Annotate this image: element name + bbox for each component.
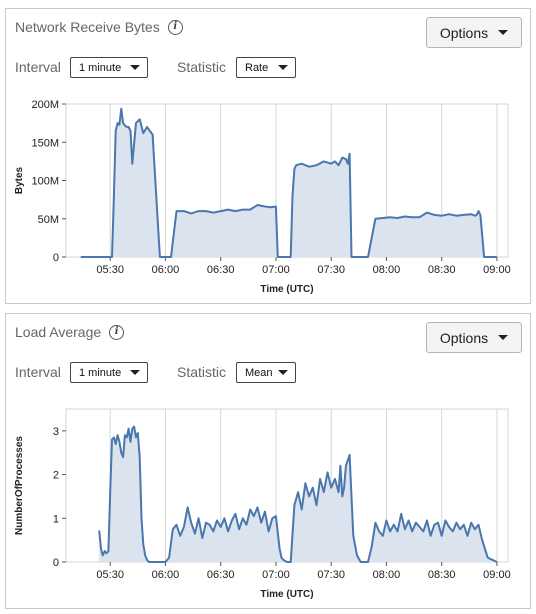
load-average-panel: Load Average i Options Interval 1 minute… (5, 313, 531, 609)
x-tick-label: 07:00 (262, 264, 290, 276)
x-axis-title: Time (UTC) (260, 284, 313, 295)
x-tick-label: 05:30 (96, 569, 124, 581)
series-line (98, 425, 498, 563)
statistic-select[interactable]: Mean (236, 362, 296, 383)
y-tick-label: 50M (38, 214, 59, 226)
panel-title-text: Network Receive Bytes (15, 19, 160, 35)
x-tick-label: 09:00 (483, 264, 511, 276)
x-tick-label: 06:30 (207, 264, 235, 276)
x-tick-label: 07:30 (317, 264, 345, 276)
y-tick-label: 200M (31, 99, 59, 111)
options-button[interactable]: Options (426, 322, 522, 353)
info-icon[interactable]: i (109, 324, 125, 340)
interval-value: 1 minute (79, 61, 122, 74)
y-tick-label: 100M (31, 176, 59, 188)
x-tick-label: 07:00 (262, 569, 290, 581)
y-tick-label: 150M (31, 137, 59, 149)
x-axis-title: Time (UTC) (260, 589, 313, 600)
series-area (80, 108, 497, 257)
caret-down-icon (278, 370, 288, 375)
series-line (80, 107, 497, 258)
y-tick-label: 1 (53, 513, 59, 525)
x-tick-label: 08:00 (373, 569, 401, 581)
load-average-chart: 05:30 06:00 06:30 07:00 07:30 08:00 08:30 09:00… (14, 408, 511, 600)
statistic-value: Rate (245, 61, 269, 74)
caret-down-icon (498, 335, 509, 340)
statistic-label: Statistic (177, 59, 227, 75)
x-tick-label: 07:30 (317, 569, 345, 581)
interval-label: Interval (15, 59, 61, 75)
statistic-label: Statistic (177, 364, 227, 380)
network-receive-chart: 05:30 06:00 06:30 07:00 07:30 08:00 08:30 09:00… (14, 99, 511, 295)
statistic-value: Mean (245, 366, 273, 379)
options-button[interactable]: Options (426, 17, 522, 48)
y-axis-title: Bytes (14, 166, 25, 194)
caret-down-icon (130, 65, 140, 70)
x-tick-label: 06:00 (152, 569, 180, 581)
interval-value: 1 minute (79, 366, 122, 379)
panel-title: Load Average i (15, 324, 125, 340)
x-tick-label: 06:00 (152, 264, 180, 276)
info-icon[interactable]: i (167, 19, 183, 35)
x-tick-label: 08:00 (373, 264, 401, 276)
interval-select[interactable]: 1 minute (70, 57, 148, 78)
y-tick-label: 2 (53, 470, 59, 482)
x-tick-label: 05:30 (96, 264, 124, 276)
caret-down-icon (498, 30, 509, 35)
x-tick-label: 06:30 (207, 569, 235, 581)
panel-title-text: Load Average (15, 324, 102, 340)
options-label: Options (439, 329, 489, 346)
y-tick-label: 0 (53, 557, 59, 569)
y-tick-label: 0 (53, 252, 59, 264)
options-label: Options (439, 24, 489, 41)
caret-down-icon (130, 370, 140, 375)
statistic-select[interactable]: Rate (236, 57, 296, 78)
x-tick-label: 09:00 (483, 569, 511, 581)
x-tick-label: 08:30 (428, 569, 456, 581)
interval-label: Interval (15, 364, 61, 380)
panel-title: Network Receive Bytes i (15, 19, 183, 35)
y-axis-title: NumberOfProcesses (14, 436, 25, 535)
caret-down-icon (278, 65, 288, 70)
interval-select[interactable]: 1 minute (70, 362, 148, 383)
x-tick-label: 08:30 (428, 264, 456, 276)
network-receive-bytes-panel: Network Receive Bytes i Options Interval… (5, 8, 531, 304)
y-tick-label: 3 (53, 426, 59, 438)
